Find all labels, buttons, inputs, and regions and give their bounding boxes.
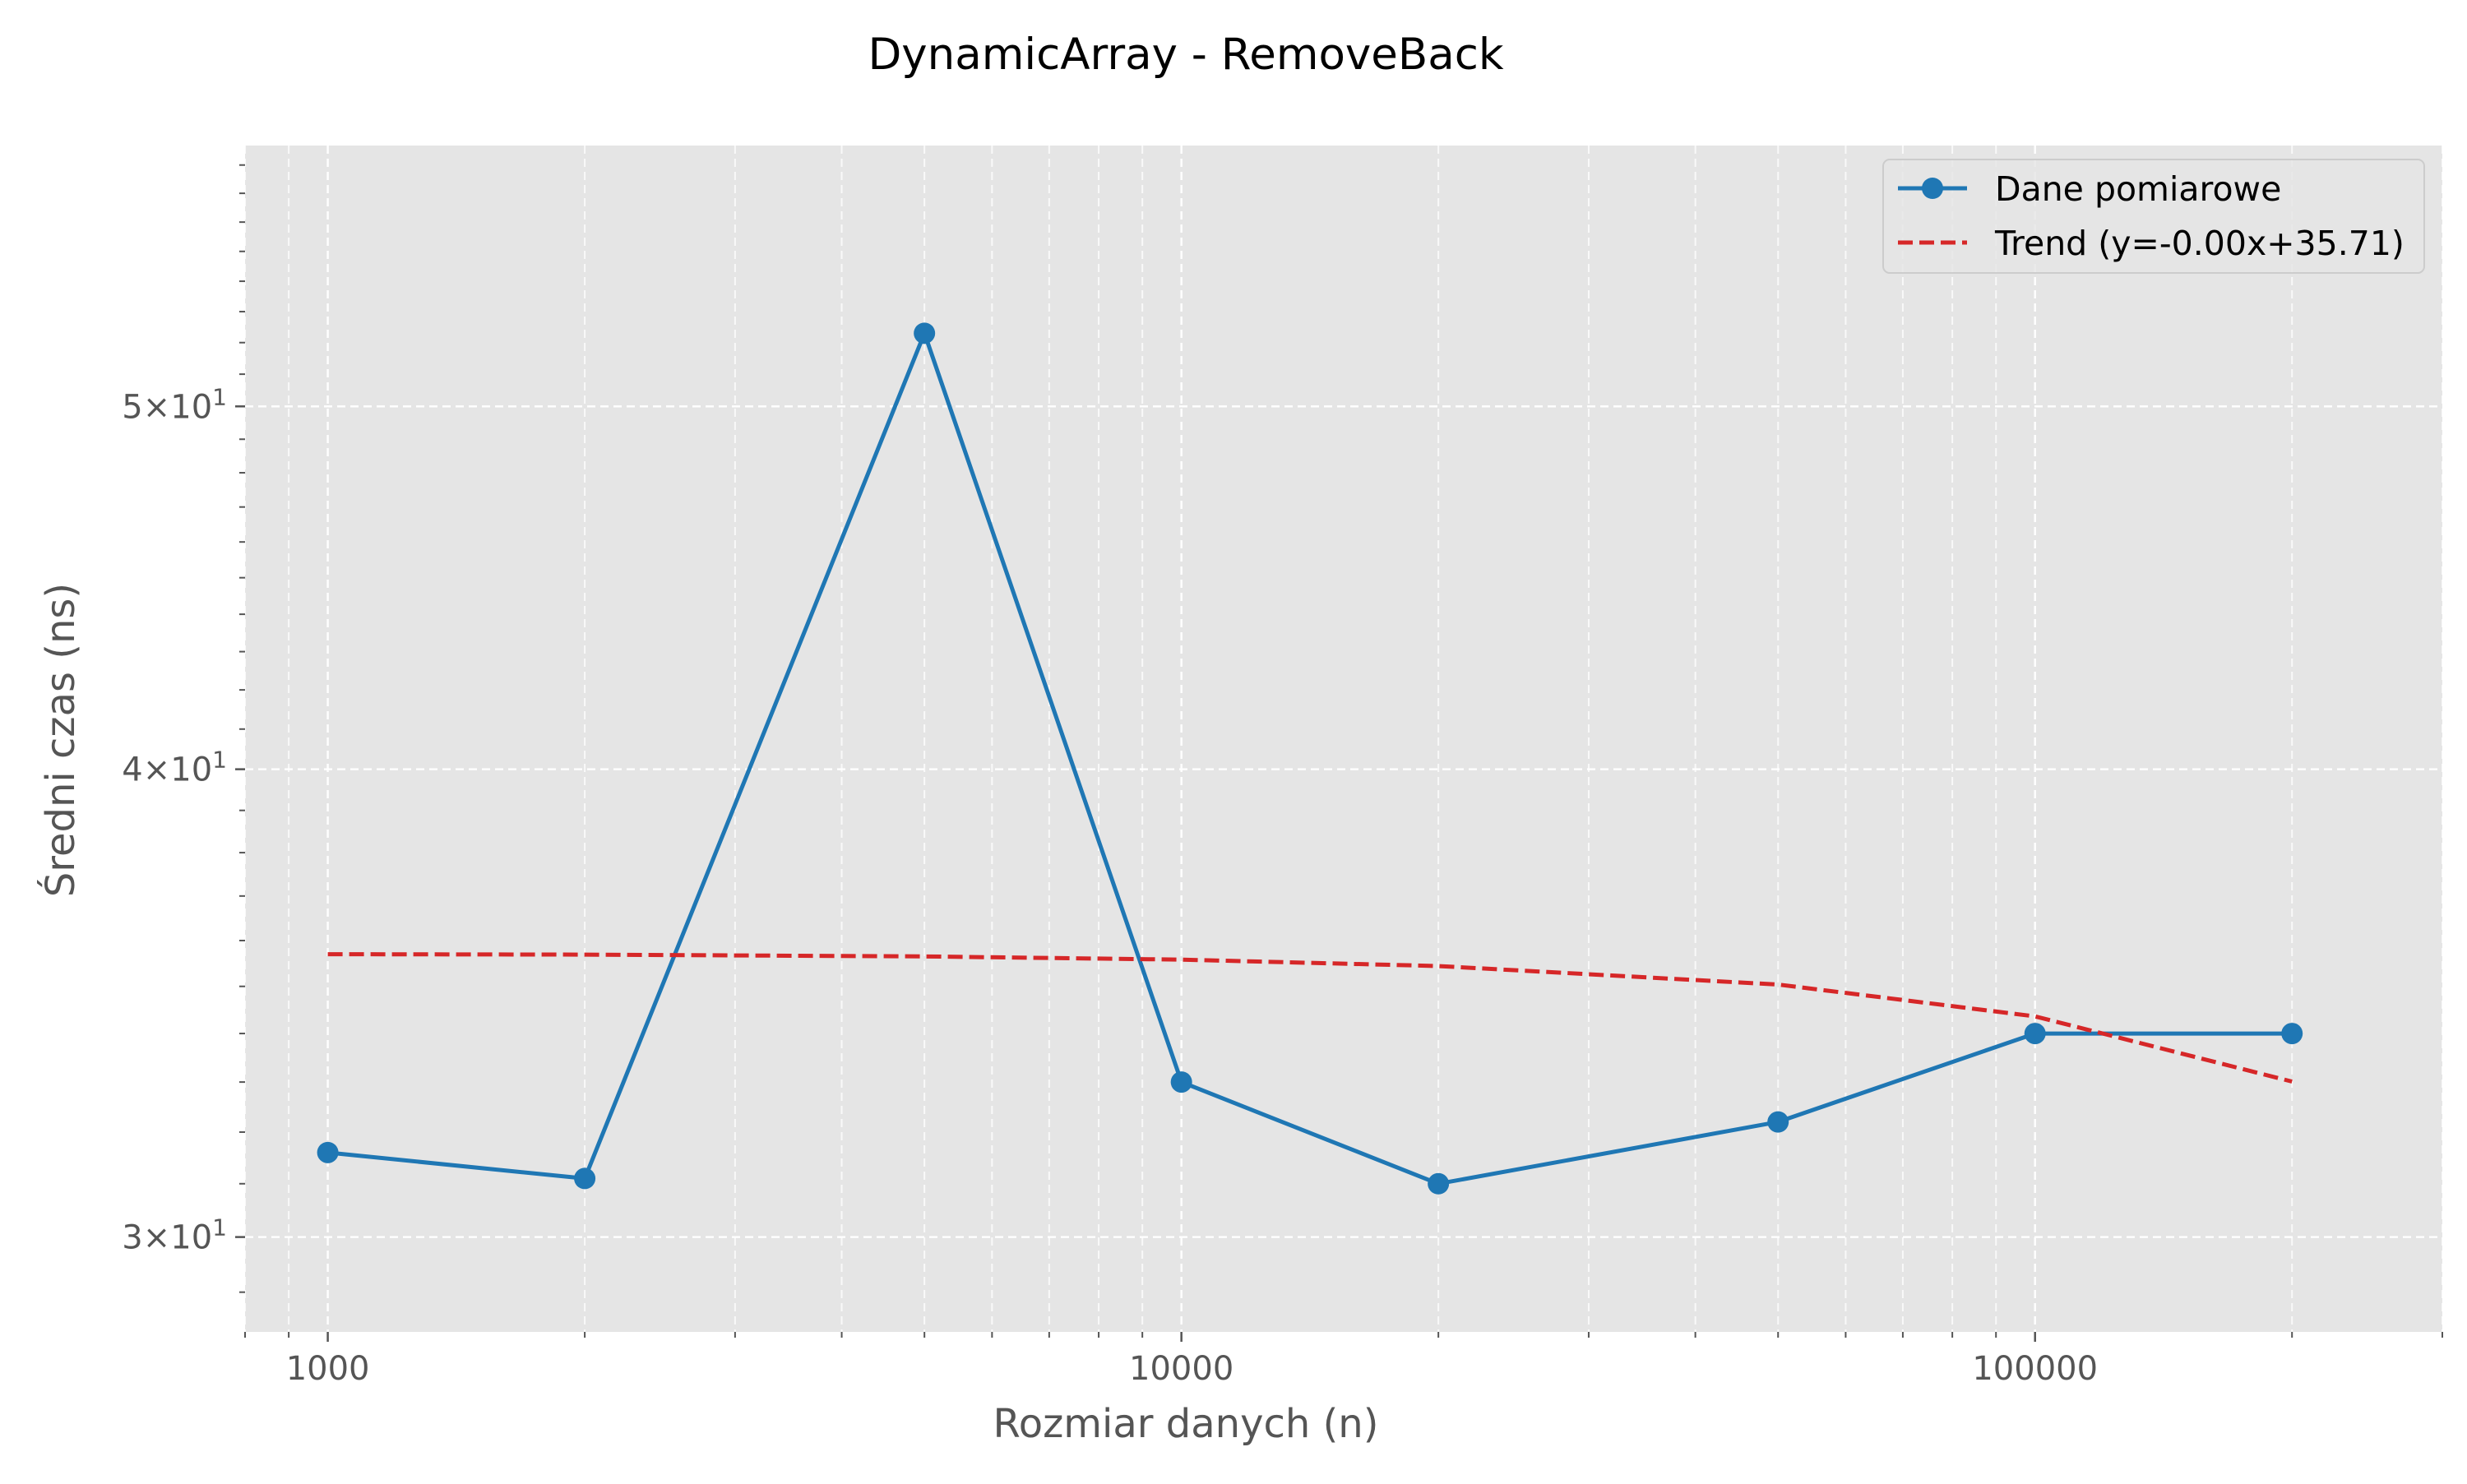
y-tick-label: 5×101 — [122, 383, 227, 426]
measured-data-point — [317, 1141, 339, 1163]
y-axis-label: Średni czas (ns) — [37, 583, 84, 897]
legend-box — [1882, 159, 2425, 274]
measured-data-point — [574, 1167, 596, 1190]
x-tick-label: 100000 — [1972, 1350, 2098, 1388]
measured-data-point — [1767, 1111, 1789, 1133]
legend-label-measured: Dane pomiarowe — [1995, 169, 2281, 209]
measured-data-point — [1170, 1071, 1192, 1093]
legend-marker-measured — [1922, 178, 1943, 199]
measured-series-line — [327, 331, 2293, 1186]
chart-title: DynamicArray - RemoveBack — [868, 30, 1503, 80]
plot-area — [245, 146, 2442, 1332]
measured-data-point — [914, 322, 936, 344]
y-tick-label: 3×101 — [122, 1214, 227, 1257]
measured-data-point — [2281, 1023, 2303, 1045]
x-tick-label: 1000 — [286, 1350, 370, 1388]
measured-data-point — [2024, 1023, 2046, 1045]
legend: Dane pomiarowe Trend (y=-0.00x+35.71) — [1882, 159, 2425, 274]
y-tick-label: 4×101 — [122, 747, 227, 789]
trend-series-line — [327, 952, 2293, 1084]
legend-label-trend: Trend (y=-0.00x+35.71) — [1994, 224, 2405, 263]
measured-data-point — [1428, 1172, 1450, 1195]
x-axis-label: Rozmiar danych (n) — [993, 1401, 1379, 1447]
series-layer — [317, 322, 2303, 1195]
grid-layer — [244, 146, 2443, 1332]
x-tick-label: 10000 — [1129, 1350, 1234, 1388]
tick-layer: 3×101 4×101 5×101 1000 10000 100000 — [122, 164, 2443, 1388]
